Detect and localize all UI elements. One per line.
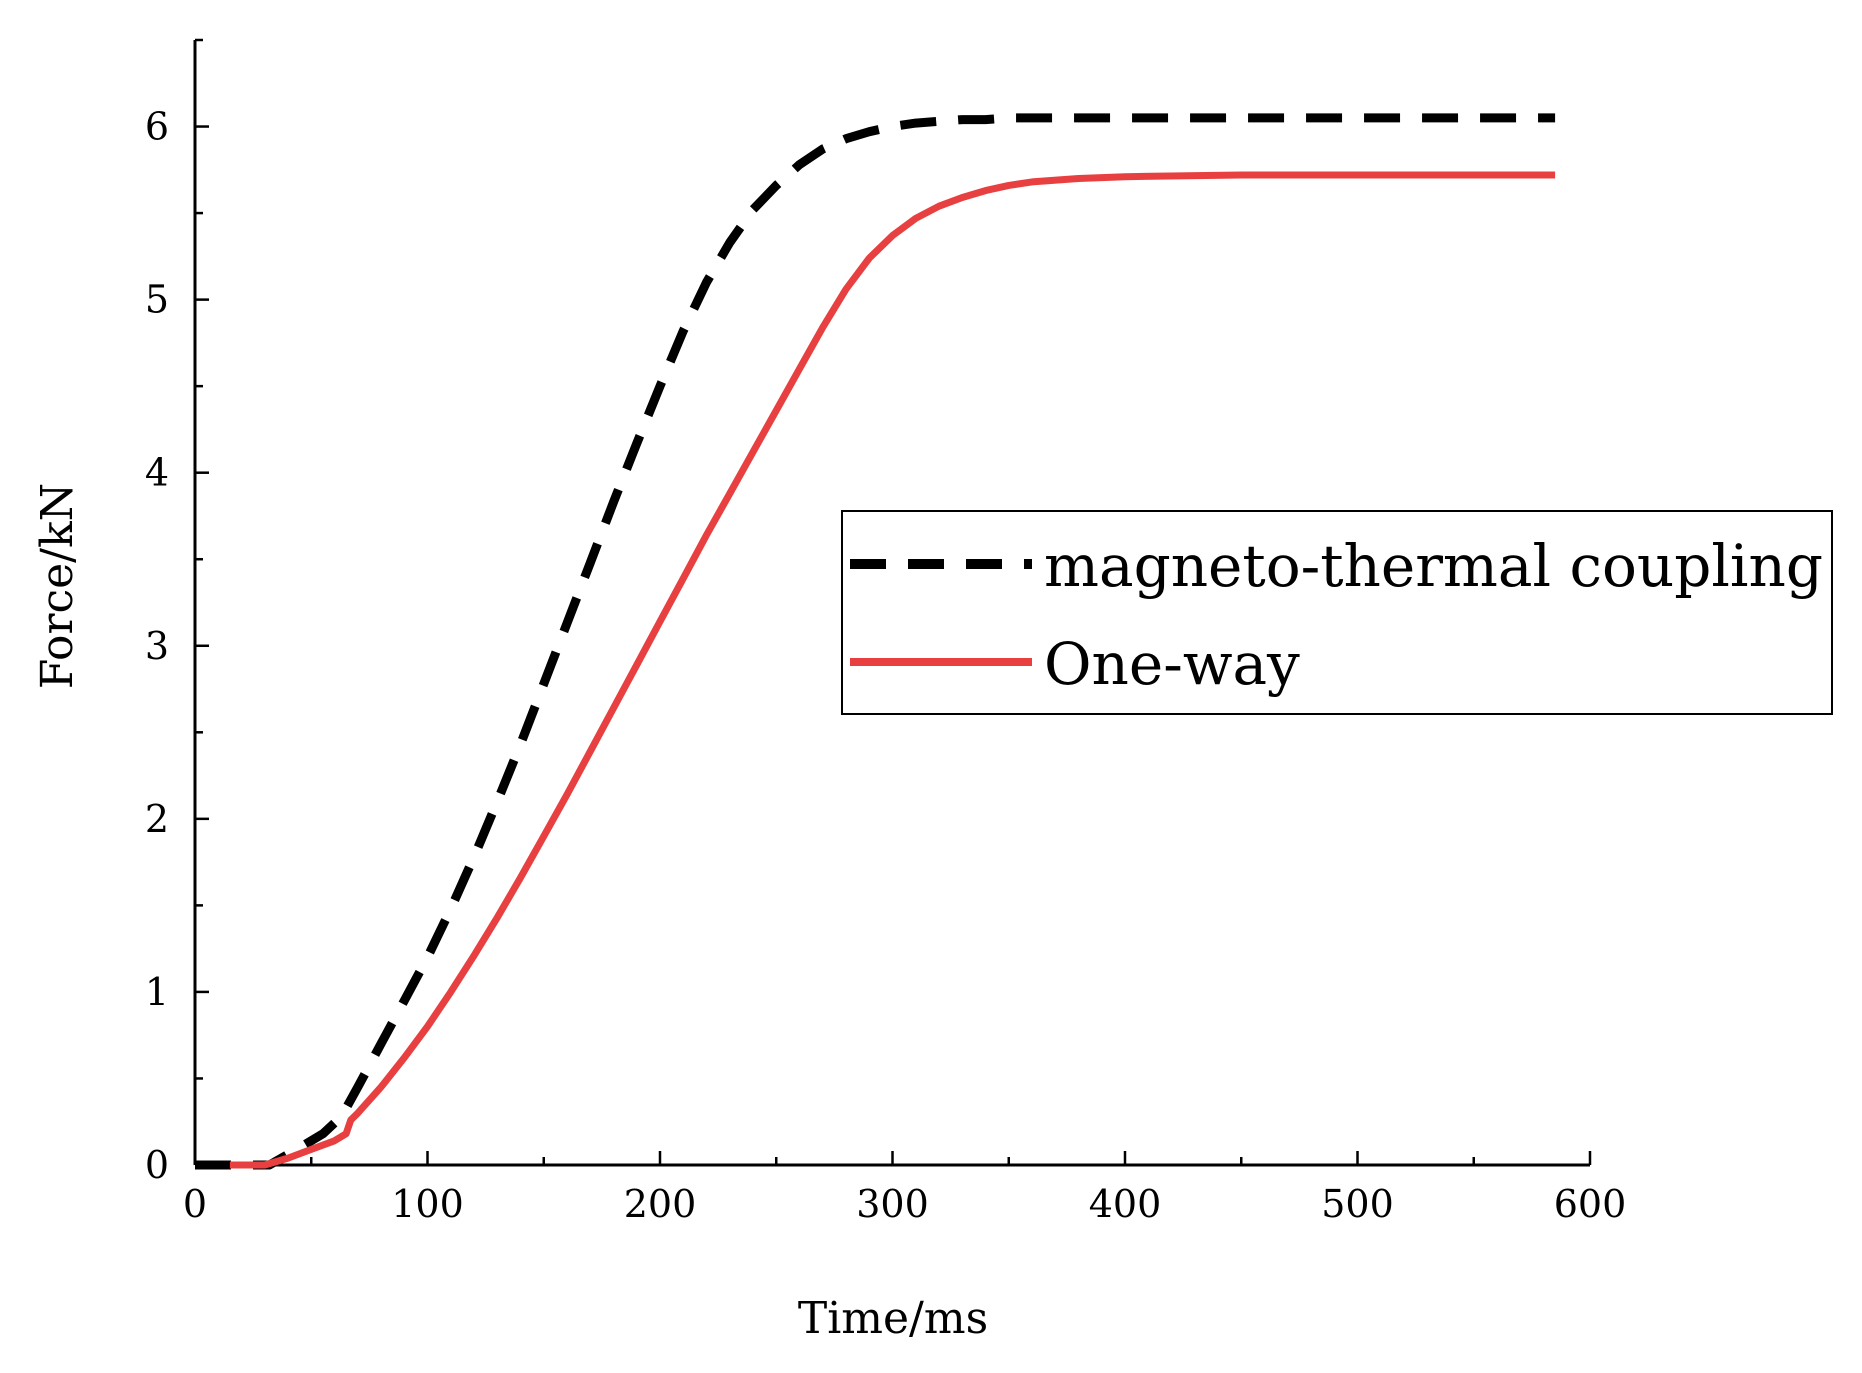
- x-tick-label: 600: [1554, 1182, 1627, 1226]
- x-tick-label: 0: [183, 1182, 207, 1226]
- x-tick-label: 500: [1321, 1182, 1394, 1226]
- x-tick-label: 100: [391, 1182, 464, 1226]
- y-tick-label: 5: [145, 278, 169, 322]
- y-tick-label: 2: [145, 797, 169, 841]
- x-axis-title: Time/ms: [798, 1293, 988, 1344]
- series-line-one-way: [229, 171, 1556, 1169]
- y-tick-label: 0: [145, 1143, 169, 1187]
- y-tick-label: 4: [145, 451, 169, 495]
- y-axis-title: Force/kN: [32, 483, 83, 689]
- y-tick-label: 3: [145, 624, 169, 668]
- legend-label-one-way: One-way: [1044, 630, 1300, 698]
- x-tick-label: 400: [1089, 1182, 1162, 1226]
- series-layer: [195, 113, 1556, 1170]
- y-tick-label: 1: [145, 970, 169, 1014]
- x-tick-label: 300: [856, 1182, 929, 1226]
- series-line-magneto-thermal-coupling: [195, 113, 1556, 1170]
- axes: 0 100 200 300 400 500 600 0 1 2 3 4 5 6: [145, 38, 1627, 1226]
- y-tick-label: 6: [145, 105, 169, 149]
- legend: magneto-thermal coupling One-way: [841, 510, 1833, 715]
- legend-box: [841, 510, 1833, 715]
- x-tick-label: 200: [624, 1182, 697, 1226]
- legend-label-magneto-thermal-coupling: magneto-thermal coupling: [1044, 532, 1823, 600]
